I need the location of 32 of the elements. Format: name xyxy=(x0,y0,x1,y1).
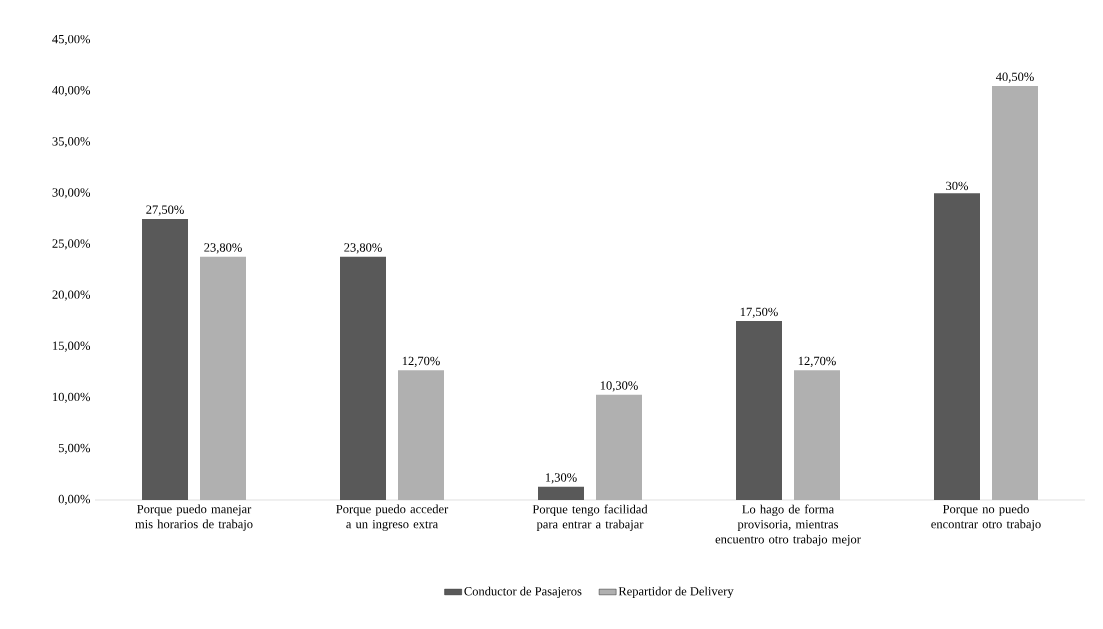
bar xyxy=(538,486,584,500)
y-tick-label: 30,00% xyxy=(52,188,91,199)
data-label: 12,70% xyxy=(798,356,836,367)
x-tick-label: Lo hago de forma provisoria, mientras encuentro otro trabajo mejor xyxy=(715,504,861,546)
x-tick-label: Porque puedo acceder a un ingreso extra xyxy=(336,504,449,531)
bar xyxy=(142,218,189,500)
y-tick-label: 5,00% xyxy=(58,443,91,454)
x-tick-label: Porque puedo manejar mis horarios de trabajo xyxy=(135,504,253,531)
y-tick-label: 40,00% xyxy=(52,85,91,97)
data-label: 10,30% xyxy=(600,381,638,392)
y-tick-label: 0,00% xyxy=(58,494,91,506)
data-label: 23,80% xyxy=(344,243,382,254)
data-label: 40,50% xyxy=(995,72,1034,83)
data-label: 30% xyxy=(946,181,969,191)
x-tick-label: Porque no puedo encontrar otro trabajo xyxy=(931,504,1041,531)
data-label: 23,80% xyxy=(204,243,242,254)
data-label: 12,70% xyxy=(402,356,440,367)
legend-label: Conductor de Pasajeros xyxy=(464,586,582,599)
y-tick-label: 10,00% xyxy=(53,392,91,403)
legend-label: Repartidor de Delivery xyxy=(618,586,734,599)
y-tick-label: 35,00% xyxy=(52,137,91,148)
x-tick-label: Porque tengo facilidad para entrar a trabajar xyxy=(532,504,648,531)
bar xyxy=(340,256,387,500)
bar xyxy=(934,193,980,500)
data-label: 17,50% xyxy=(740,307,778,318)
data-label: 27,50% xyxy=(146,205,184,216)
data-label: 1,30% xyxy=(545,473,577,484)
bar xyxy=(736,321,782,500)
y-tick-label: 20,00% xyxy=(52,290,91,301)
y-tick-label: 45,00% xyxy=(52,34,91,46)
y-tick-label: 25,00% xyxy=(52,239,91,250)
y-tick-label: 15,00% xyxy=(53,341,91,352)
